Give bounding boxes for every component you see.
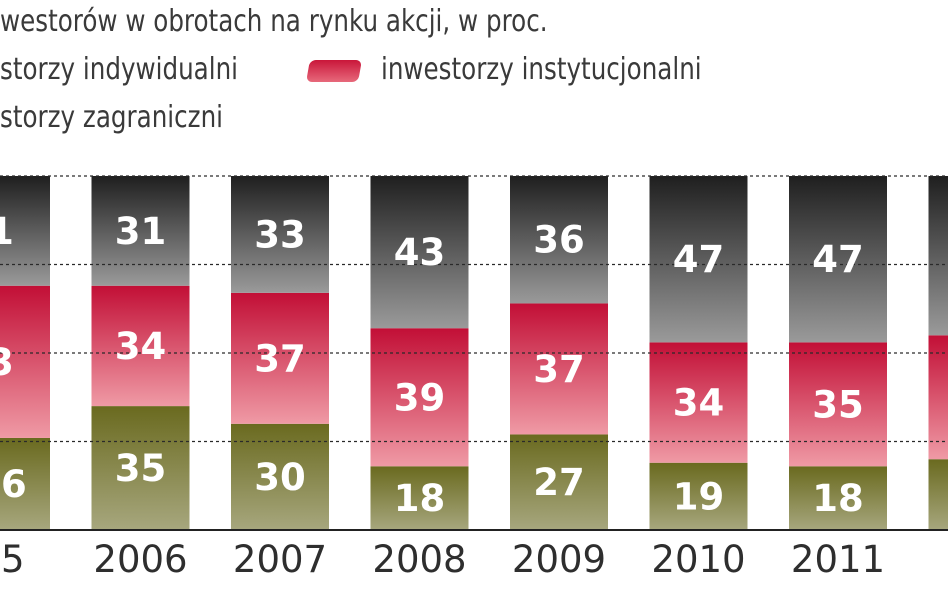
x-tick-label: 2009	[512, 538, 606, 581]
bar-segment-institutional	[231, 292, 329, 424]
legend-label-institutional: inwestorzy instytucjonalni	[381, 52, 702, 87]
bar-segment-individual	[928, 459, 948, 530]
bar-segment-foreign	[231, 176, 329, 293]
x-tick-label: 2006	[93, 538, 187, 581]
labels-layer: 2631053534312006303733200718394320082737…	[0, 210, 885, 581]
value-label-individual: 26	[0, 463, 27, 506]
value-label-individual: 30	[254, 456, 306, 499]
chart-title: westorów w obrotach na rynku akcji, w pr…	[0, 4, 548, 39]
value-label-institutional: 3	[0, 341, 14, 384]
x-tick-label: 05	[0, 538, 25, 581]
value-label-institutional: 39	[394, 376, 446, 419]
value-label-institutional: 37	[533, 348, 585, 391]
bar-segment-foreign	[510, 176, 608, 304]
legend-label-individual: storzy indywidualni	[0, 52, 239, 87]
value-label-foreign: 43	[394, 231, 446, 274]
bar-segment-foreign	[0, 176, 50, 286]
bar-segment-individual	[510, 434, 608, 530]
bar-segment-institutional	[649, 342, 748, 463]
bar-segment-foreign	[789, 176, 887, 343]
value-label-institutional: 34	[115, 325, 167, 368]
value-label-institutional: 35	[812, 383, 864, 426]
value-label-foreign: 1	[0, 210, 14, 253]
bar-segment-individual	[649, 462, 748, 530]
value-label-individual: 18	[394, 477, 446, 520]
value-label-foreign: 47	[673, 238, 725, 281]
bar-segment-foreign	[928, 176, 948, 336]
value-label-individual: 18	[812, 477, 864, 520]
bar-segment-foreign	[370, 176, 469, 329]
x-tick-label: 2007	[233, 538, 327, 581]
bar-segment-individual	[91, 406, 190, 530]
value-label-individual: 19	[673, 475, 725, 518]
bar-segment-institutional	[91, 285, 190, 407]
legend-label-foreign: storzy zagraniczni	[0, 100, 224, 135]
bar-segment-institutional	[0, 285, 50, 438]
value-label-institutional: 37	[254, 337, 306, 380]
x-tick-label: 2010	[651, 538, 745, 581]
value-label-individual: 35	[115, 447, 167, 490]
bar-segment-institutional	[370, 328, 469, 467]
value-label-institutional: 34	[673, 382, 725, 425]
value-label-foreign: 33	[254, 213, 306, 256]
value-label-foreign: 31	[115, 210, 167, 253]
x-tick-label: 2008	[372, 538, 466, 581]
value-label-individual: 27	[533, 461, 585, 504]
bar-segment-foreign	[91, 176, 190, 286]
value-label-foreign: 47	[812, 238, 864, 281]
value-label-foreign: 36	[533, 219, 585, 262]
bar-segment-institutional	[928, 335, 948, 460]
bar-segment-institutional	[789, 342, 887, 467]
bar-segment-foreign	[649, 176, 748, 343]
bar-segment-individual	[789, 466, 887, 530]
bars-layer	[0, 176, 948, 530]
bar-segment-individual	[370, 466, 469, 530]
bar-segment-institutional	[510, 303, 608, 435]
bar-segment-individual	[0, 437, 50, 530]
x-tick-label: 2011	[791, 538, 885, 581]
grid-layer	[0, 175, 948, 531]
